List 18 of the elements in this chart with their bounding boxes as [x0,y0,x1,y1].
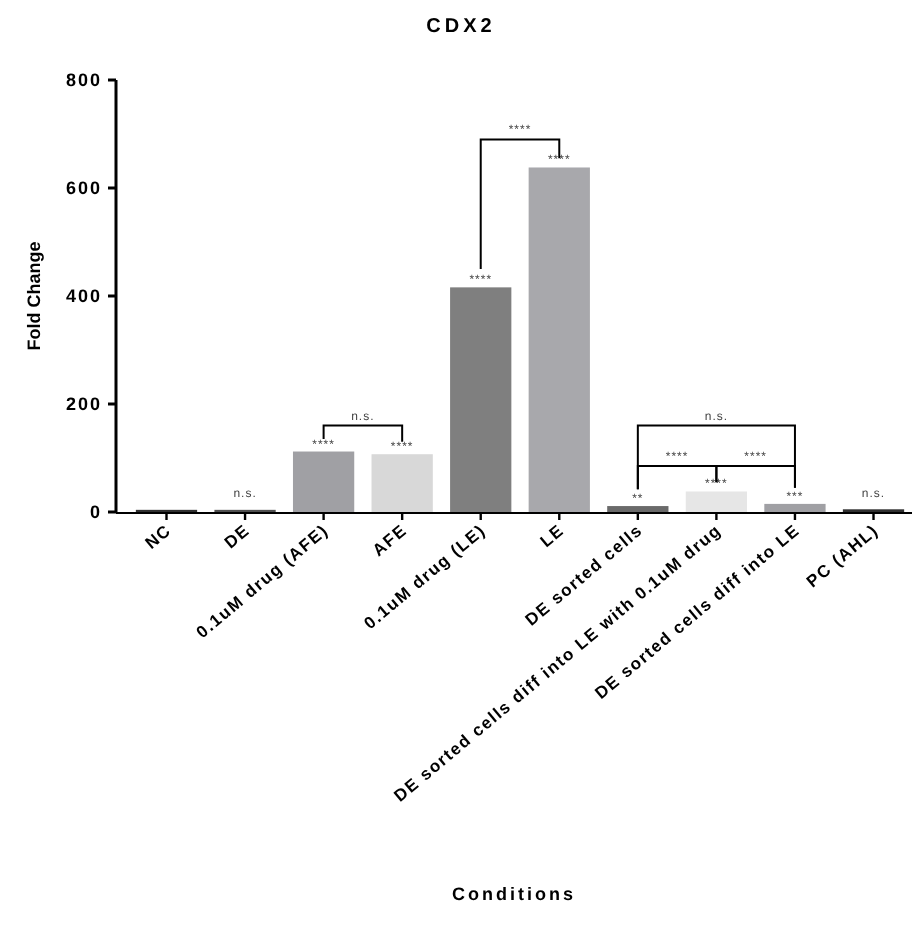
y-tick-label: 400 [65,286,102,307]
y-tick-label: 0 [89,502,102,523]
bar [607,506,669,512]
chart-title: CDX2 [426,16,496,38]
bar [528,167,590,512]
bar [292,451,355,512]
x-tick-label: NC [140,519,176,553]
y-tick-label: 800 [65,70,102,91]
y-axis-title: Fold Change [24,241,44,351]
y-tick-label: 200 [65,394,102,415]
bar [764,503,826,512]
bar [450,287,512,512]
x-tick-label: DE [220,519,254,553]
bar [685,491,748,512]
x-tick-label: LE [535,519,568,552]
y-tick-label: 600 [65,178,102,199]
x-axis-title: Conditions [452,884,576,904]
bar [371,454,433,512]
